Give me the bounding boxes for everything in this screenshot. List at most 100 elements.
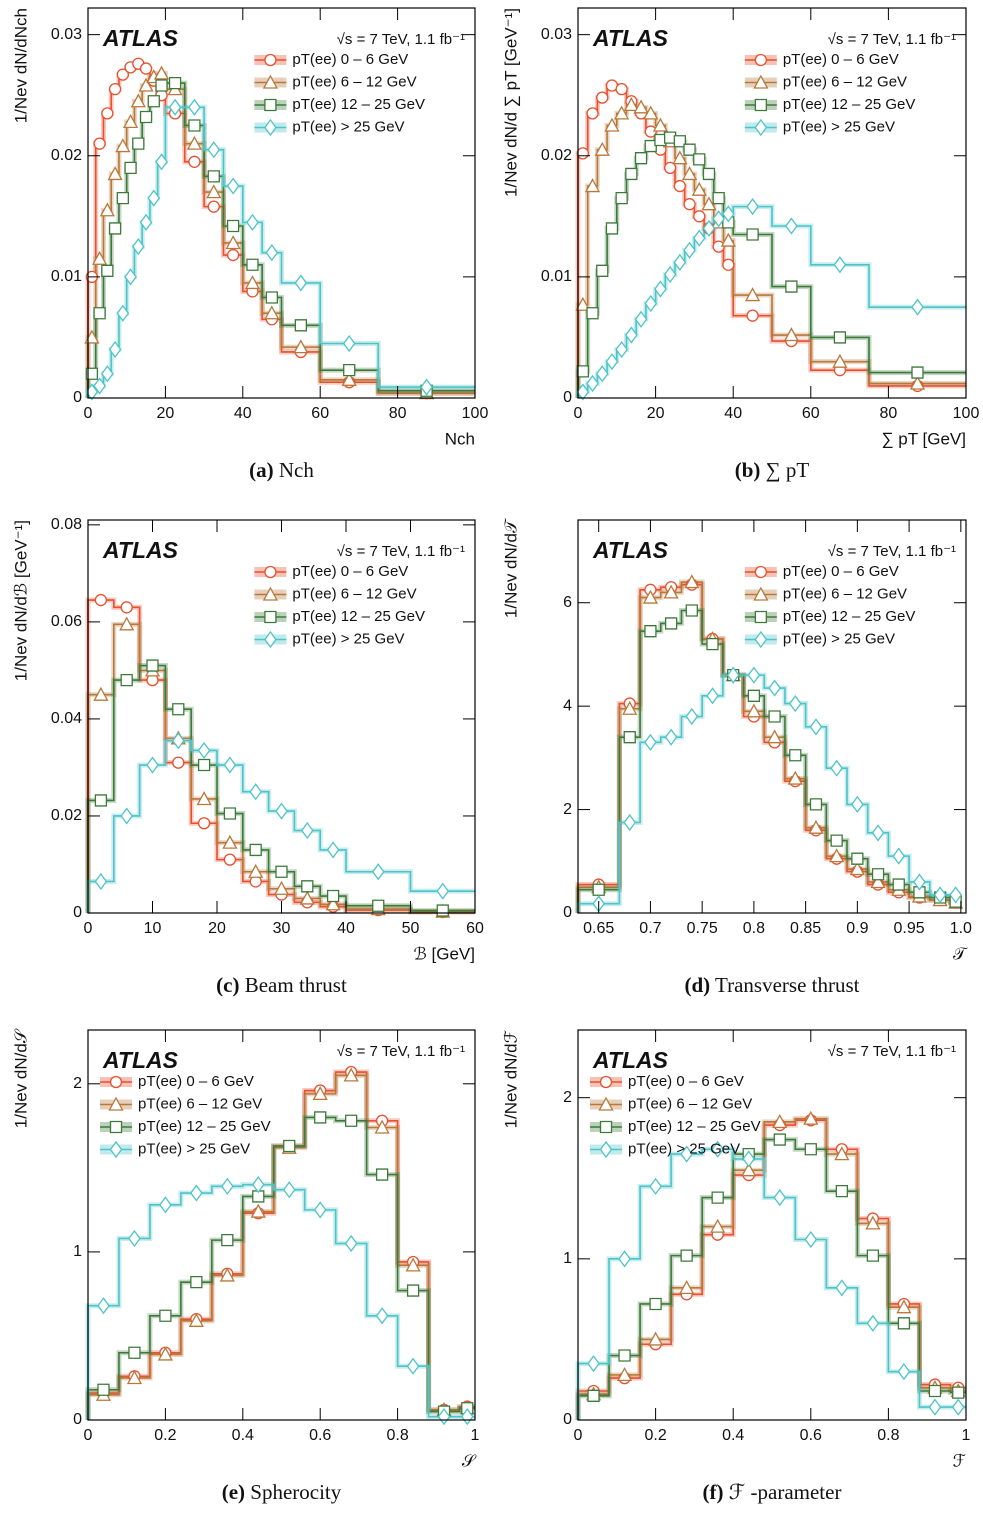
marker (849, 861, 865, 876)
legend-label: pT(ee) 12 – 25 GeV (292, 608, 425, 625)
marker (623, 731, 636, 744)
legend-label: pT(ee) 6 – 12 GeV (783, 73, 907, 90)
marker (599, 1075, 613, 1089)
panel: 0 10 20 30 40 50 60 0 0.02 0.04 0.06 0.08 ℬ [GeV] 1/N… (11, 516, 484, 997)
marker (225, 235, 241, 250)
marker (159, 1196, 172, 1214)
y-tick-label: 2 (563, 801, 572, 818)
y-axis-label: 1/Nev dN/d𝒮 (11, 1028, 30, 1128)
marker (754, 118, 768, 137)
legend-label: pT(ee) 6 – 12 GeV (138, 1095, 262, 1112)
marker (109, 1140, 123, 1159)
marker (701, 196, 717, 211)
marker (282, 1181, 296, 1199)
marker (132, 137, 145, 150)
marker (120, 673, 133, 687)
y-tick-label: 0 (563, 1411, 572, 1428)
x-tick-label: 0.9 (846, 920, 868, 937)
y-tick-label: 0.02 (51, 147, 82, 164)
marker (622, 700, 638, 715)
marker (618, 1250, 631, 1268)
marker (197, 817, 211, 830)
marker (188, 155, 201, 168)
step-line (87, 664, 475, 913)
marker (896, 1299, 912, 1314)
marker (691, 181, 707, 196)
plot-frame (577, 7, 967, 399)
marker (172, 756, 185, 769)
x-tick-label: 1 (471, 1427, 480, 1444)
marker (596, 264, 609, 277)
caption-label: (d) (684, 973, 710, 997)
marker (592, 883, 605, 896)
marker (851, 795, 864, 814)
marker (223, 807, 237, 820)
marker (576, 365, 589, 378)
x-tick-label: 80 (880, 405, 898, 422)
panel: 0 20 40 60 80 100 0 0.01 0.02 0.03 Nch 1/Nev dN/dNc… (11, 7, 489, 482)
marker (406, 1284, 420, 1297)
marker (866, 1249, 880, 1262)
marker (746, 228, 759, 241)
marker (664, 728, 678, 746)
marker (933, 886, 947, 904)
marker (326, 841, 340, 859)
legend-label: pT(ee) > 25 GeV (292, 118, 404, 135)
marker (615, 340, 628, 359)
marker (576, 383, 590, 401)
marker (116, 192, 129, 205)
marker (586, 307, 599, 320)
x-tick-label: 0.2 (644, 1427, 666, 1444)
caption-text: Transverse thrust (715, 973, 860, 997)
marker (789, 749, 802, 762)
marker (865, 1215, 881, 1230)
marker (283, 1139, 296, 1153)
panel: 0 0.2 0.4 0.6 0.8 1 0 1 2 𝒮 1/Nev dN/d𝒮 (e) Spheroc… (11, 1028, 479, 1504)
marker (625, 167, 638, 181)
marker (834, 1146, 850, 1161)
marker (693, 210, 706, 223)
step-line (87, 1183, 475, 1420)
marker (157, 1346, 173, 1361)
legend-label: pT(ee) 12 – 25 GeV (292, 96, 425, 113)
x-tick-label: 0.65 (583, 920, 614, 937)
legend-label: pT(ee) > 25 GeV (628, 1140, 740, 1157)
legend-label: pT(ee) 6 – 12 GeV (292, 585, 416, 602)
marker (249, 843, 262, 857)
marker (226, 177, 240, 195)
marker (249, 783, 263, 801)
marker (644, 294, 658, 313)
marker (722, 258, 735, 271)
marker (206, 184, 222, 199)
marker (186, 135, 203, 150)
marker (871, 824, 885, 842)
marker (897, 1363, 911, 1381)
marker (226, 248, 240, 262)
marker (171, 732, 185, 750)
band (575, 582, 961, 913)
band (575, 579, 961, 913)
marker (139, 110, 153, 124)
marker (649, 1177, 662, 1195)
marker (120, 807, 134, 825)
marker (405, 1257, 421, 1272)
marker (773, 1133, 786, 1146)
y-tick-label: 0 (73, 1411, 82, 1428)
marker (246, 258, 259, 271)
y-axis-label: 1/Nev dN/dℱ (501, 1030, 520, 1128)
marker (586, 107, 599, 120)
marker (146, 659, 159, 672)
step-line (577, 1148, 966, 1420)
marker (197, 758, 211, 772)
marker (264, 118, 277, 137)
y-tick-label: 0.03 (51, 26, 82, 43)
marker (94, 593, 108, 607)
marker (108, 1096, 124, 1111)
x-tick-label: 100 (462, 405, 489, 422)
marker (264, 53, 277, 67)
marker (436, 882, 450, 900)
marker (652, 117, 669, 132)
marker (746, 198, 759, 216)
energy-label: √s = 7 TeV, 1.1 fb⁻¹ (337, 31, 465, 48)
